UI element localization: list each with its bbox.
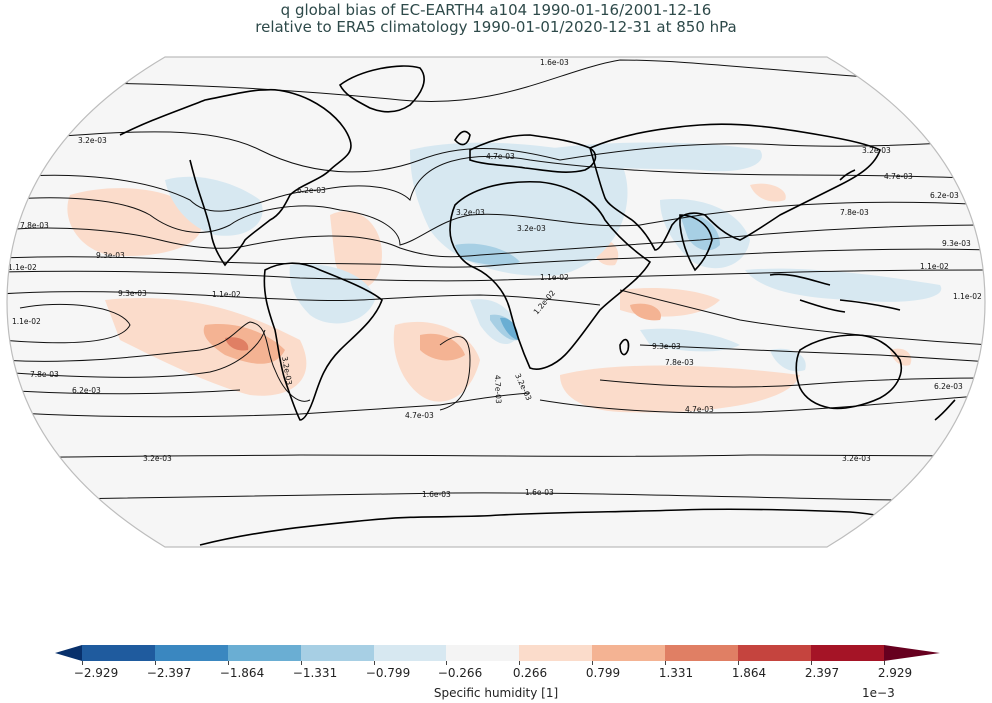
colorbar-band bbox=[519, 645, 592, 661]
colorbar-tickmark bbox=[738, 661, 739, 665]
contour-label: 6.2e-03 bbox=[72, 386, 101, 395]
colorbar-tick-label: −0.266 bbox=[437, 666, 483, 680]
colorbar-tickmark bbox=[374, 661, 375, 665]
contour-label: 1.6e-03 bbox=[525, 488, 554, 497]
contour-label: 7.8e-03 bbox=[20, 221, 49, 230]
contour-label: 6.2e-03 bbox=[297, 186, 326, 195]
contour-label: 1.1e-02 bbox=[8, 263, 37, 272]
colorbar-band bbox=[374, 645, 446, 661]
colorbar bbox=[55, 645, 940, 661]
colorbar-tickmark bbox=[228, 661, 229, 665]
colorbar-band bbox=[811, 645, 884, 661]
colorbar-tick-label: 2.397 bbox=[804, 666, 840, 680]
contour-label: 4.7e-03 bbox=[685, 405, 714, 414]
contour-label: 4.7e-03 bbox=[884, 172, 913, 181]
colorbar-tick-label: 0.266 bbox=[512, 666, 548, 680]
contour-label: 3.2e-03 bbox=[517, 224, 546, 233]
colorbar-tick-label: −1.864 bbox=[219, 666, 265, 680]
contour-label: 6.2e-03 bbox=[934, 382, 963, 391]
contour-label: 1.1e-02 bbox=[12, 317, 41, 326]
contour-label: 1.6e-03 bbox=[422, 490, 451, 499]
colorbar-tickmark bbox=[665, 661, 666, 665]
negative-bias-fields bbox=[165, 142, 942, 372]
contour-label: 6.2e-03 bbox=[930, 191, 959, 200]
colorbar-tick-label: 1.331 bbox=[658, 666, 694, 680]
contour-label: 9.3e-03 bbox=[652, 342, 681, 351]
contour-label: 4.7e-03 bbox=[486, 152, 515, 161]
colorbar-tickmark bbox=[301, 661, 302, 665]
colorbar-band bbox=[301, 645, 374, 661]
colorbar-extend-low bbox=[55, 645, 82, 661]
contour-label: 9.3e-03 bbox=[96, 251, 125, 260]
contour-label: 3.2e-03 bbox=[842, 454, 871, 463]
contour-label: 7.8e-03 bbox=[30, 370, 59, 379]
colorbar-tick-label: 0.799 bbox=[585, 666, 621, 680]
contour-label: 4.7e-03 bbox=[493, 375, 503, 404]
contour-label: 4.7e-03 bbox=[405, 411, 434, 420]
contour-label: 3.2e-03 bbox=[862, 146, 891, 155]
contour-label: 1.1e-02 bbox=[920, 262, 949, 271]
contour-label: 1.6e-03 bbox=[540, 58, 569, 67]
colorbar-tickmark bbox=[446, 661, 447, 665]
contour-label: 9.3e-03 bbox=[118, 289, 147, 298]
colorbar-tick-label: −2.397 bbox=[146, 666, 192, 680]
colorbar-tick-label: 2.929 bbox=[877, 666, 913, 680]
colorbar-band bbox=[82, 645, 155, 661]
contour-label: 1.1e-02 bbox=[953, 292, 982, 301]
contour-label: 1.1e-02 bbox=[212, 290, 241, 299]
coastlines bbox=[119, 65, 956, 546]
colorbar-exponent: 1e−3 bbox=[862, 686, 895, 700]
colorbar-tickmark bbox=[811, 661, 812, 665]
colorbar-tick-label: −0.799 bbox=[365, 666, 411, 680]
colorbar-band bbox=[228, 645, 301, 661]
map-border bbox=[6, 56, 986, 548]
chart-title-line-1: q global bias of EC-EARTH4 a104 1990-01-… bbox=[280, 1, 712, 19]
contour-label: 3.2e-03 bbox=[143, 454, 172, 463]
colorbar-label: Specific humidity [1] bbox=[433, 686, 559, 700]
contour-label: 7.8e-03 bbox=[840, 208, 869, 217]
colorbar-tickmark bbox=[519, 661, 520, 665]
chart-title-line-2: relative to ERA5 climatology 1990-01-01/… bbox=[255, 18, 737, 36]
contour-labels: 1.6e-03 1.6e-03 3.2e-03 3.2e-03 4.7e-03 … bbox=[8, 58, 982, 499]
strong-negative-bias bbox=[500, 317, 519, 340]
colorbar-band bbox=[665, 645, 738, 661]
colorbar-tickmark bbox=[155, 661, 156, 665]
colorbar-tickmark bbox=[592, 661, 593, 665]
peak-positive-bias bbox=[225, 337, 249, 351]
contour-label: 3.2e-03 bbox=[78, 136, 107, 145]
contour-label: 9.3e-03 bbox=[942, 239, 971, 248]
colorbar-tickmark bbox=[884, 661, 885, 665]
colorbar-tick-label: 1.864 bbox=[731, 666, 767, 680]
colorbar-band bbox=[592, 645, 665, 661]
humidity-contours bbox=[7, 59, 985, 501]
colorbar-band bbox=[738, 645, 811, 661]
contour-label: 1.1e-02 bbox=[540, 273, 569, 282]
colorbar-band bbox=[155, 645, 228, 661]
colorbar-tick-label: −2.929 bbox=[73, 666, 119, 680]
contour-label: 3.2e-03 bbox=[456, 208, 485, 217]
robinson-map: 1.6e-03 1.6e-03 3.2e-03 3.2e-03 4.7e-03 … bbox=[6, 56, 986, 548]
colorbar-band bbox=[446, 645, 519, 661]
colorbar-tick-label: −1.331 bbox=[292, 666, 338, 680]
colorbar-extend-high bbox=[884, 645, 940, 661]
contour-label: 7.8e-03 bbox=[665, 358, 694, 367]
colorbar-tickmark bbox=[82, 661, 83, 665]
